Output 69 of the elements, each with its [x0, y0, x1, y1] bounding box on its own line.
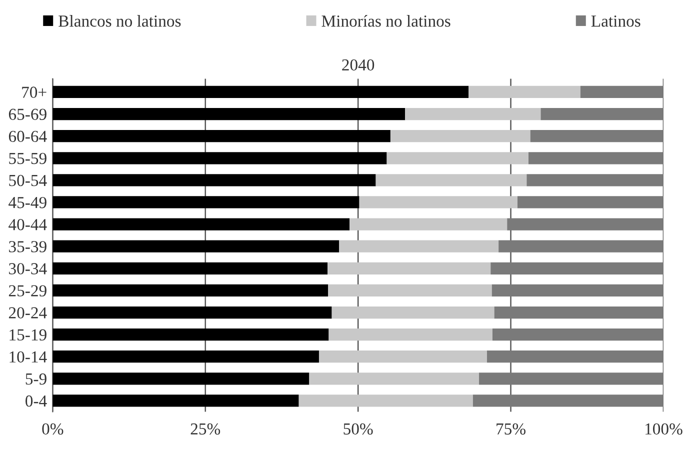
bar [492, 284, 664, 297]
y-tick-label: 0-4 [26, 395, 47, 407]
y-tick-label: 30-34 [9, 263, 47, 274]
bar [52, 130, 390, 142]
bar [492, 328, 664, 341]
bar [52, 218, 350, 230]
y-tick-label: 35-39 [9, 241, 46, 252]
y-tick-label: 70+ [22, 86, 46, 98]
bar [328, 284, 492, 297]
x-tick-label: 100% [646, 423, 682, 435]
bar [339, 240, 499, 252]
bar [52, 86, 469, 98]
bar [52, 108, 406, 120]
bar [359, 196, 518, 208]
bar [318, 350, 487, 363]
bar [540, 108, 664, 120]
bar [52, 306, 332, 319]
bar [490, 262, 664, 274]
x-tick-label: 75% [496, 423, 526, 435]
bar [52, 174, 376, 186]
y-tick-label: 65-69 [8, 108, 46, 120]
bar [309, 372, 480, 385]
bar [52, 372, 310, 385]
y-tick-label: 45-49 [8, 196, 46, 208]
bar [528, 152, 664, 164]
bar [486, 350, 664, 363]
bar [350, 218, 508, 230]
bar [328, 328, 492, 341]
x-tick-label: 25% [190, 423, 220, 435]
bar [390, 130, 530, 142]
bar [298, 394, 473, 407]
bar [376, 174, 527, 186]
y-tick-label: 5-9 [26, 373, 46, 385]
y-tick-label: 25-29 [8, 285, 46, 296]
bar [52, 328, 329, 341]
bar [526, 174, 664, 186]
bar [386, 152, 528, 164]
y-tick-label: 40-44 [8, 219, 47, 230]
y-tick-label: 55-59 [9, 152, 46, 164]
y-tick-label: 10-14 [10, 351, 47, 363]
bar [332, 306, 494, 319]
y-tick-label: 20-24 [8, 307, 47, 318]
bar [52, 196, 360, 208]
chart-title: 2040 [342, 59, 374, 71]
y-tick-label: 15-19 [10, 329, 46, 341]
bar [52, 152, 387, 164]
y-tick-label: 50-54 [9, 174, 47, 186]
bar [494, 306, 664, 319]
bar [405, 108, 541, 120]
legend-label: Latinos [591, 16, 640, 27]
bar [52, 284, 328, 297]
bar [580, 86, 664, 98]
bar [472, 394, 664, 407]
bar [52, 350, 319, 363]
bar [479, 372, 664, 385]
legend-label: Minorías no latinos [322, 14, 450, 27]
bar [468, 86, 580, 98]
bar [52, 240, 340, 252]
bar [530, 130, 664, 142]
bar [498, 240, 664, 252]
bar [328, 262, 491, 274]
x-tick-label: 50% [344, 423, 373, 435]
x-tick-label: 0% [42, 423, 64, 435]
y-tick-label: 60-64 [8, 130, 47, 142]
bar [507, 218, 664, 230]
bar [517, 196, 664, 208]
bar [52, 394, 299, 407]
legend-label: Blancos no latinos [58, 15, 181, 27]
bar [52, 262, 328, 274]
